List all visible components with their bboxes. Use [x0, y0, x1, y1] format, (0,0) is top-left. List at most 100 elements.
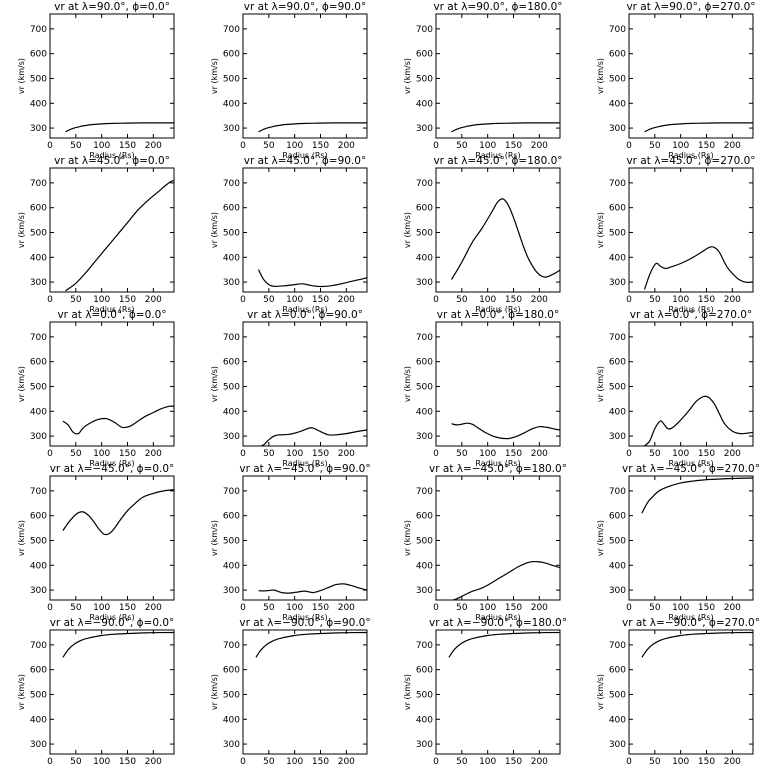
x-tick-label: 100: [286, 295, 303, 305]
y-tick-label: 600: [30, 358, 47, 368]
x-tick-label: 100: [672, 603, 689, 613]
x-tick-label: 150: [505, 603, 522, 613]
x-tick-label: 0: [47, 603, 53, 613]
x-tick-label: 50: [263, 757, 275, 767]
x-tick-label: 200: [145, 603, 162, 613]
y-tick-label: 400: [416, 407, 433, 417]
plot-frame: [242, 475, 368, 601]
y-tick-label: 300: [30, 432, 47, 442]
series-line: [451, 122, 560, 133]
x-tick-label: 150: [312, 603, 329, 613]
x-axis-label: Radius (Rs): [668, 459, 713, 468]
y-tick-label: 600: [223, 666, 240, 676]
plot-frame: [435, 321, 561, 447]
x-tick-label: 200: [338, 295, 355, 305]
x-tick-label: 200: [724, 449, 741, 459]
x-axis-label: Radius (Rs): [475, 459, 520, 468]
y-tick-label: 500: [30, 228, 47, 238]
y-tick-label: 300: [30, 124, 47, 134]
subplot-title: vr at λ=45.0°, ϕ=0.0°: [54, 155, 170, 167]
x-tick-label: 50: [70, 603, 82, 613]
series-line: [451, 422, 560, 440]
series-line: [450, 198, 560, 280]
y-axis-label: vr (km/s): [17, 58, 26, 94]
x-axis-label: Radius (Rs): [668, 613, 713, 622]
subplot-title: vr at λ=−45.0°, ϕ=0.0°: [50, 463, 175, 475]
x-tick-label: 200: [145, 757, 162, 767]
x-tick-label: 50: [263, 603, 275, 613]
series-line: [62, 489, 174, 536]
y-axis-label: vr (km/s): [403, 58, 412, 94]
x-tick-label: 0: [626, 295, 632, 305]
subplot-title: vr at λ=−45.0°, ϕ=180.0°: [429, 463, 567, 475]
series-line: [643, 246, 753, 290]
x-axis-label: Radius (Rs): [668, 151, 713, 160]
subplot: vr at λ=45.0°, ϕ=270.0° 0 50 100 150 200 300 40…: [596, 155, 756, 314]
x-tick-label: 150: [698, 295, 715, 305]
y-tick-label: 700: [223, 487, 240, 497]
y-tick-label: 700: [223, 25, 240, 35]
plot-frame: [628, 321, 754, 447]
subplot: vr at λ=−90.0°, ϕ=0.0° 0 50 100 150 200 300 400…: [17, 617, 175, 768]
x-tick-label: 0: [240, 141, 246, 151]
y-tick-label: 500: [30, 74, 47, 84]
series-line: [65, 179, 174, 292]
subplot-title: vr at λ=−45.0°, ϕ=270.0°: [622, 463, 760, 475]
y-tick-label: 300: [223, 586, 240, 596]
x-tick-label: 50: [70, 295, 82, 305]
subplot-title: vr at λ=0.0°, ϕ=90.0°: [247, 309, 363, 321]
subplot: vr at λ=45.0°, ϕ=90.0° 0 50 100 150 200 300 400…: [210, 155, 368, 314]
y-tick-label: 300: [416, 432, 433, 442]
y-tick-label: 400: [609, 715, 626, 725]
x-tick-label: 200: [145, 449, 162, 459]
y-tick-label: 500: [223, 382, 240, 392]
x-tick-label: 0: [433, 295, 439, 305]
subplot-title: vr at λ=90.0°, ϕ=180.0°: [433, 1, 562, 13]
y-tick-label: 300: [416, 278, 433, 288]
y-tick-label: 400: [416, 253, 433, 263]
series-line: [644, 395, 753, 446]
subplot-title: vr at λ=−90.0°, ϕ=270.0°: [622, 617, 760, 629]
x-tick-label: 50: [649, 295, 661, 305]
series-line: [255, 631, 367, 658]
y-tick-label: 400: [609, 561, 626, 571]
x-tick-label: 200: [531, 449, 548, 459]
x-tick-label: 200: [338, 449, 355, 459]
x-tick-label: 200: [724, 757, 741, 767]
y-axis-label: vr (km/s): [596, 366, 605, 402]
plot-frame: [435, 629, 561, 755]
x-tick-label: 0: [433, 449, 439, 459]
y-tick-label: 300: [416, 586, 433, 596]
y-tick-label: 600: [223, 204, 240, 214]
y-axis-label: vr (km/s): [403, 674, 412, 710]
y-tick-label: 500: [416, 536, 433, 546]
subplot-title: vr at λ=45.0°, ϕ=270.0°: [626, 155, 755, 167]
y-tick-label: 300: [223, 432, 240, 442]
y-tick-label: 700: [416, 179, 433, 189]
subplot: vr at λ=0.0°, ϕ=270.0° 0 50 100 150 200 300 400…: [596, 309, 754, 468]
x-axis-label: Radius (Rs): [282, 459, 327, 468]
subplot: vr at λ=−90.0°, ϕ=180.0° 0 50 100 150 200 300 4…: [403, 617, 567, 768]
x-tick-label: 0: [626, 449, 632, 459]
plot-frame: [49, 13, 175, 139]
x-tick-label: 50: [70, 449, 82, 459]
y-tick-label: 500: [609, 382, 626, 392]
y-tick-label: 500: [609, 536, 626, 546]
y-tick-label: 600: [30, 204, 47, 214]
y-tick-label: 500: [609, 228, 626, 238]
y-tick-label: 600: [609, 358, 626, 368]
subplot: vr at λ=−90.0°, ϕ=270.0° 0 50 100 150 200 300 4…: [596, 617, 760, 768]
x-axis-label: Radius (Rs): [282, 151, 327, 160]
y-tick-label: 600: [609, 512, 626, 522]
y-axis-label: vr (km/s): [210, 58, 219, 94]
plot-frame: [628, 629, 754, 755]
subplot-title: vr at λ=90.0°, ϕ=0.0°: [54, 1, 170, 13]
subplot: vr at λ=−90.0°, ϕ=90.0° 0 50 100 150 200 300 40…: [210, 617, 371, 768]
plot-frame: [628, 475, 754, 601]
y-tick-label: 400: [223, 407, 240, 417]
subplot: vr at λ=45.0°, ϕ=0.0° 0 50 100 150 200 300 400 5…: [17, 155, 175, 314]
x-tick-label: 150: [505, 295, 522, 305]
subplot: vr at λ=0.0°, ϕ=90.0° 0 50 100 150 200 300 400 5…: [210, 309, 368, 468]
x-tick-label: 100: [286, 603, 303, 613]
